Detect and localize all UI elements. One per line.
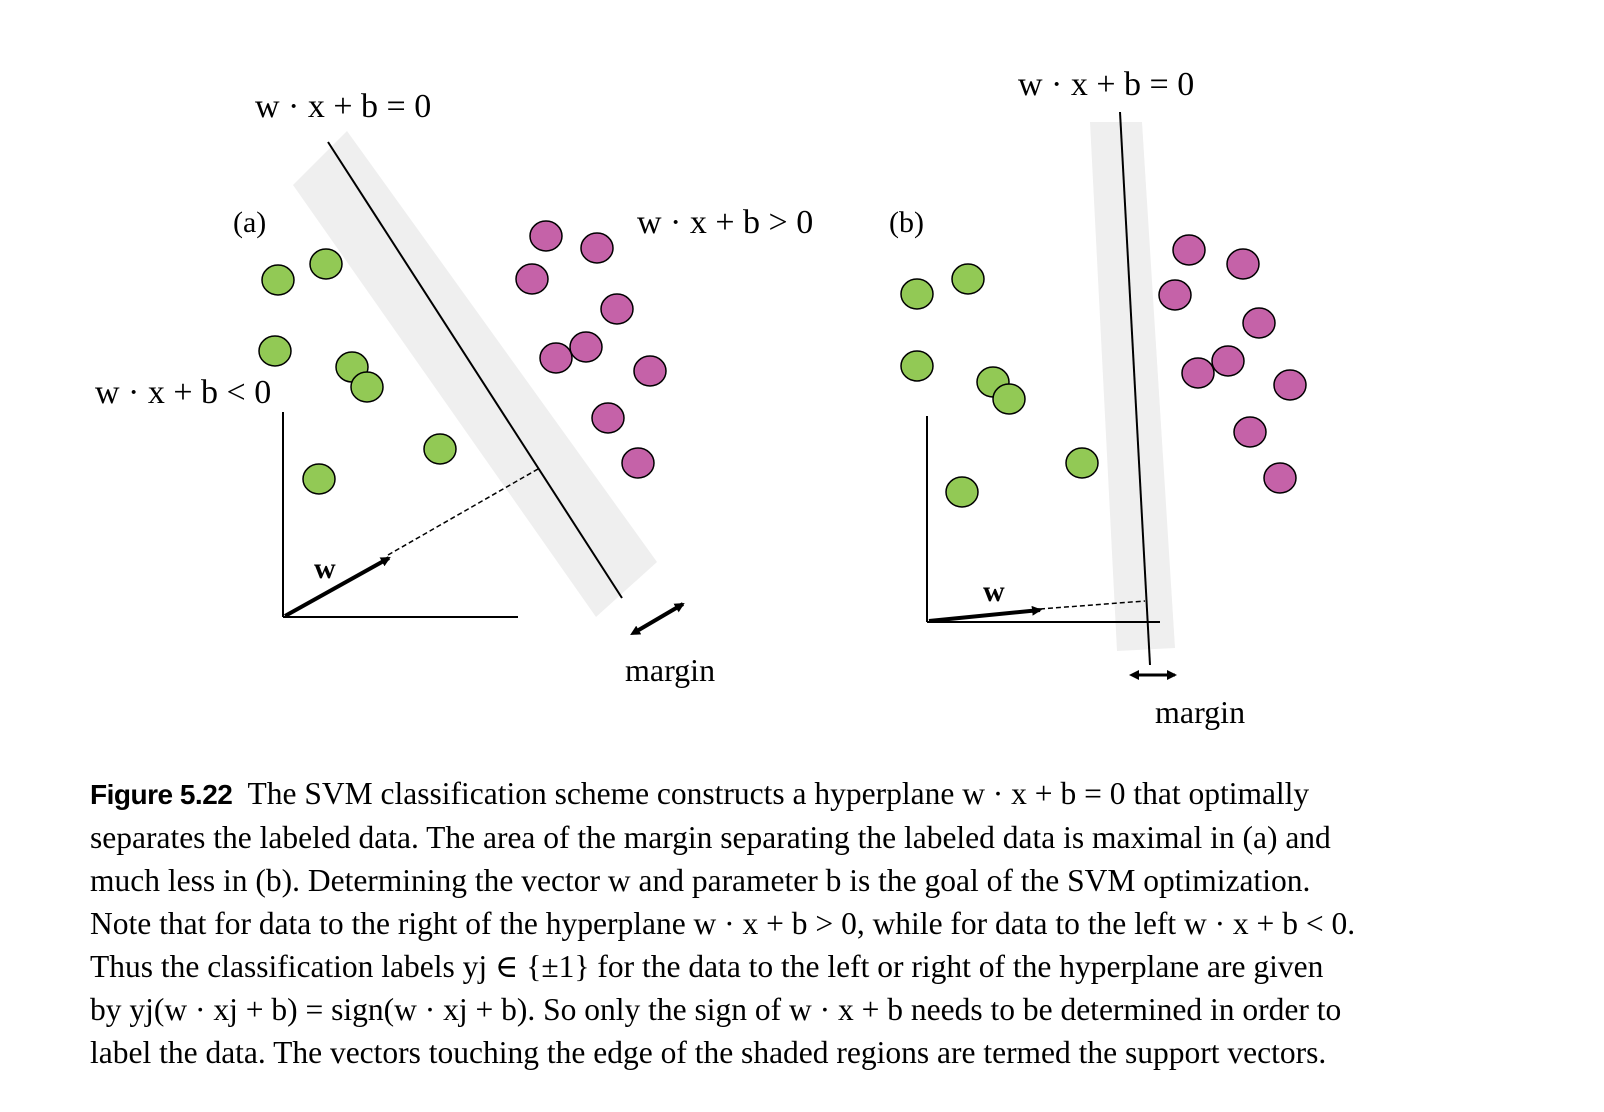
data-point: [1065, 447, 1099, 479]
data-point: [350, 371, 384, 403]
data-point: [633, 355, 667, 387]
margin-label-a: margin: [625, 652, 715, 688]
data-point: [1211, 345, 1245, 377]
data-point: [423, 433, 457, 465]
data-point: [945, 476, 979, 508]
data-point: [591, 402, 625, 434]
margin-band-b: [1090, 122, 1175, 651]
data-point: [1172, 234, 1206, 266]
data-point: [539, 342, 573, 374]
caption-line: Note that for data to the right of the h…: [90, 906, 1356, 941]
hyperplane-equation-a: w · x + b = 0: [255, 88, 431, 125]
svm-figure: w · x + b = 0 (a) w · x + b > 0 w · x + …: [95, 66, 1307, 730]
w-vector-label-b: w: [983, 575, 1005, 608]
data-point: [261, 264, 295, 296]
panel-b: w · x + b = 0 (b) w margin: [889, 66, 1307, 730]
data-point: [600, 293, 634, 325]
data-point: [1158, 279, 1192, 311]
panel-label-a: (a): [233, 206, 266, 239]
projection-dashed-a: [387, 468, 539, 556]
data-point: [569, 331, 603, 363]
data-point: [515, 263, 549, 295]
data-point: [309, 248, 343, 280]
data-point: [992, 383, 1026, 415]
hyperplane-a: [327, 141, 623, 599]
hyperplane-b: [1119, 111, 1151, 666]
data-point: [900, 350, 934, 382]
data-point: [621, 447, 655, 479]
caption-line: Thus the classification labels yj ∈ {±1}…: [90, 949, 1324, 984]
data-point: [258, 335, 292, 367]
figure-caption: Figure 5.22 The SVM classification schem…: [90, 772, 1520, 1074]
panel-a: w · x + b = 0 (a) w · x + b > 0 w · x + …: [95, 88, 813, 688]
caption-line: much less in (b). Determining the vector…: [90, 863, 1311, 898]
class-positive-points-a: [515, 220, 667, 479]
caption-line: Figure 5.22 The SVM classification schem…: [90, 772, 1520, 816]
panel-label-b: (b): [889, 206, 924, 239]
positive-region-equation-a: w · x + b > 0: [637, 204, 813, 241]
figure-number: Figure 5.22: [90, 779, 233, 810]
negative-region-equation-a: w · x + b < 0: [95, 374, 271, 411]
data-point: [1233, 416, 1267, 448]
data-point: [1226, 248, 1260, 280]
w-vector-b: [928, 605, 1042, 623]
w-vector-a: [284, 556, 391, 618]
data-point: [1263, 462, 1297, 494]
margin-label-b: margin: [1155, 694, 1245, 730]
data-point: [1181, 357, 1215, 389]
class-positive-points-b: [1158, 234, 1307, 494]
class-negative-points-a: [258, 248, 457, 495]
hyperplane-equation-b: w · x + b = 0: [1018, 66, 1194, 103]
caption-line: separates the labeled data. The area of …: [90, 820, 1331, 855]
data-point: [580, 232, 614, 264]
margin-arrow-a: [630, 602, 685, 636]
data-point: [529, 220, 563, 252]
caption-text: The SVM classification scheme constructs…: [247, 776, 1310, 811]
data-point: [951, 263, 985, 295]
caption-line: label the data. The vectors touching the…: [90, 1035, 1327, 1070]
margin-band-a: [293, 131, 657, 617]
data-point: [302, 463, 336, 495]
w-vector-label-a: w: [314, 552, 336, 585]
data-point: [1273, 369, 1307, 401]
data-point: [900, 278, 934, 310]
projection-dashed-b: [1039, 600, 1146, 610]
data-point: [1242, 307, 1276, 339]
caption-line: by yj(w · xj + b) = sign(w · xj + b). So…: [90, 992, 1342, 1027]
class-negative-points-b: [900, 263, 1099, 508]
